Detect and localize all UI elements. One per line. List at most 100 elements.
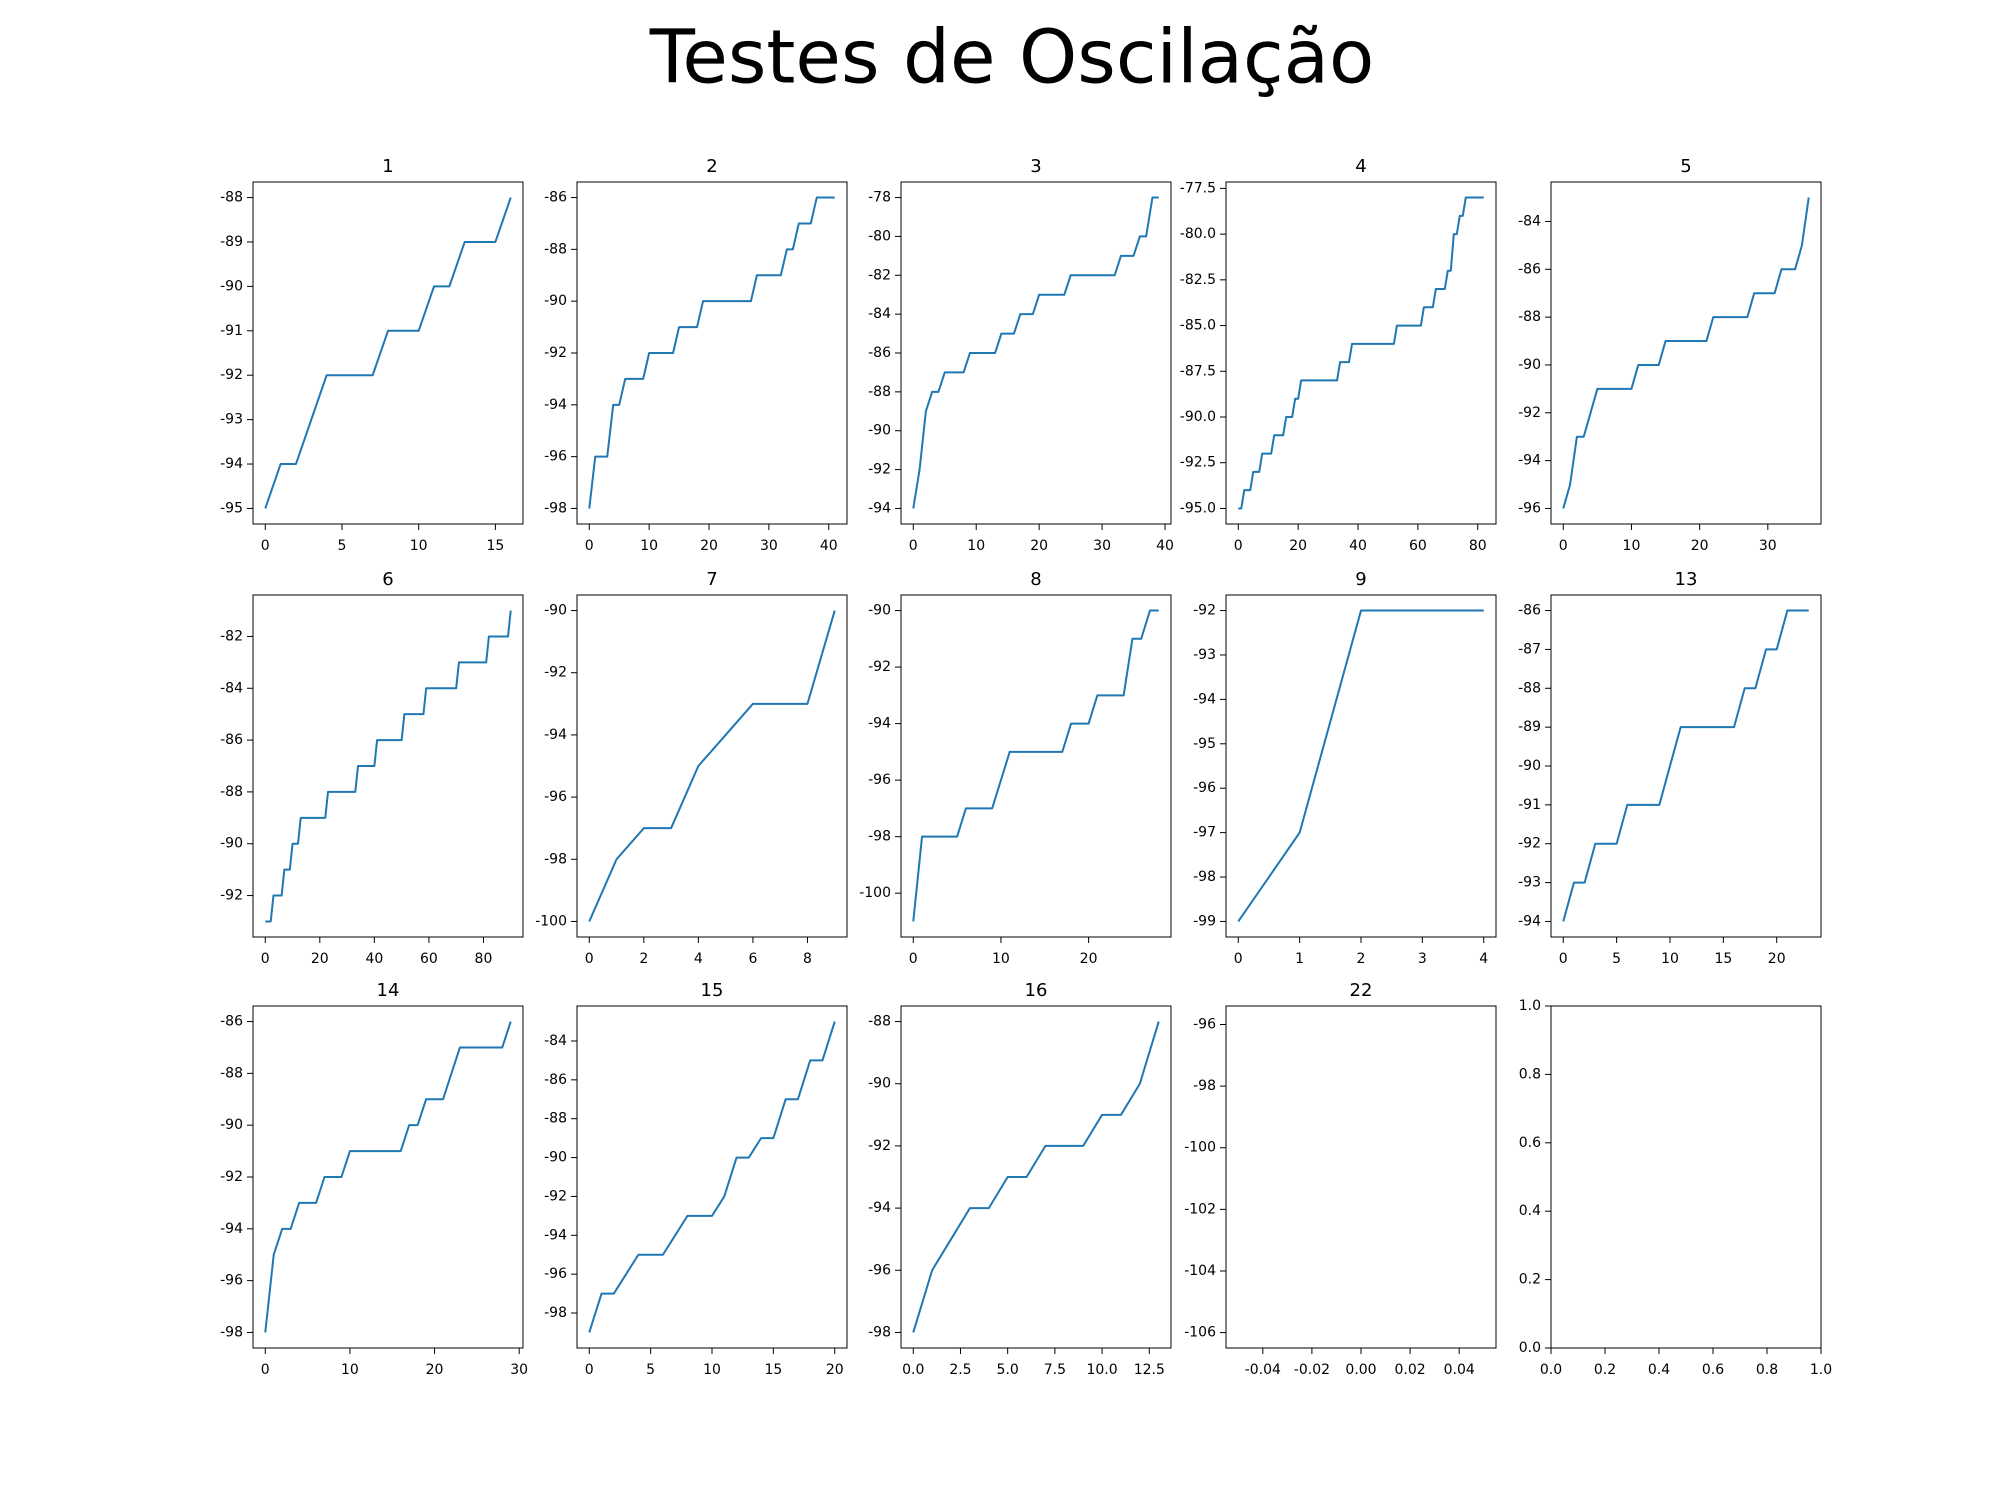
x-tick-label: 0.04 [1444, 1362, 1475, 1378]
y-tick-label: -94 [544, 727, 567, 743]
y-tick-label: -95 [220, 500, 243, 516]
x-tick-label: -0.04 [1245, 1362, 1281, 1378]
subplot-title: 5 [1680, 156, 1691, 177]
x-tick-label: 80 [475, 951, 493, 967]
data-line [912, 1021, 1160, 1333]
x-tick-label: 0.02 [1395, 1362, 1426, 1378]
y-tick-label: -98 [1193, 869, 1216, 885]
x-tick-label: 0 [1234, 538, 1243, 554]
y-tick-label: -92 [1193, 603, 1216, 619]
x-tick-label: 40 [1156, 538, 1174, 554]
y-tick-label: -96 [544, 1266, 567, 1282]
y-tick-label: -92 [544, 345, 567, 361]
subplot-title: 22 [1350, 980, 1373, 1001]
y-tick-label: -87 [1518, 641, 1541, 657]
x-tick-label: 10 [967, 538, 985, 554]
y-tick-label: -89 [220, 234, 243, 250]
subplot-title: 4 [1355, 156, 1366, 177]
data-line [588, 196, 835, 509]
axes-frame [252, 1005, 524, 1349]
y-tick-label: -90 [544, 603, 567, 619]
x-tick-label: 4 [694, 951, 703, 967]
y-tick-label: -90 [544, 293, 567, 309]
x-tick-label: 20 [426, 1362, 444, 1378]
data-line [1562, 197, 1810, 509]
x-tick-label: 3 [1418, 951, 1427, 967]
y-tick-label: -98 [220, 1324, 243, 1340]
y-tick-label: -92 [220, 367, 243, 383]
x-tick-label: 20 [1289, 538, 1307, 554]
axes-frame [252, 181, 524, 525]
x-tick-label: 8 [803, 951, 812, 967]
x-tick-label: 10 [640, 538, 658, 554]
y-tick-label: -86 [220, 1014, 243, 1030]
y-tick-label: -93 [220, 412, 243, 428]
subplot-title: 15 [701, 980, 724, 1001]
y-tick-label: 0.8 [1519, 1066, 1541, 1082]
x-tick-label: 20 [826, 1362, 844, 1378]
y-tick-label: -104 [1184, 1263, 1216, 1279]
y-tick-label: -84 [868, 306, 891, 322]
y-tick-label: -88 [868, 1014, 891, 1030]
y-tick-label: -90.0 [1180, 409, 1216, 425]
figure-title: Testes de Oscilação [649, 15, 1375, 101]
y-tick-label: 0.0 [1519, 1340, 1541, 1356]
x-tick-label: 5 [1612, 951, 1621, 967]
x-tick-label: 0.8 [1756, 1362, 1778, 1378]
subplot-title: 1 [382, 156, 393, 177]
data-line [588, 1021, 836, 1333]
y-tick-label: -88 [1518, 680, 1541, 696]
y-tick-label: -88 [544, 241, 567, 257]
x-tick-label: 4 [1479, 951, 1488, 967]
y-tick-label: -92 [868, 1138, 891, 1154]
x-tick-label: 5 [646, 1362, 655, 1378]
y-tick-label: -88 [868, 384, 891, 400]
data-line [588, 610, 836, 922]
y-tick-label: -90 [868, 1076, 891, 1092]
x-tick-label: 2.5 [949, 1362, 971, 1378]
y-tick-label: -82.5 [1180, 272, 1216, 288]
x-tick-label: 0 [261, 538, 270, 554]
y-tick-label: -96 [868, 772, 891, 788]
y-tick-label: -98 [868, 1324, 891, 1340]
y-tick-label: -96 [1193, 780, 1216, 796]
y-tick-label: -90 [868, 603, 891, 619]
y-tick-label: -92 [220, 1169, 243, 1185]
y-tick-label: -90 [220, 836, 243, 852]
x-tick-label: 0 [909, 951, 918, 967]
x-tick-label: 0 [1234, 951, 1243, 967]
data-line [1238, 196, 1484, 510]
x-tick-label: 10 [703, 1362, 721, 1378]
y-tick-label: -94 [868, 1200, 891, 1216]
x-tick-label: 0 [1559, 538, 1568, 554]
axes-frame [576, 181, 848, 525]
data-line [1562, 609, 1809, 922]
x-tick-label: 0.4 [1648, 1362, 1670, 1378]
y-tick-label: -88 [220, 190, 243, 206]
data-line [912, 196, 1159, 509]
subplot-title: 3 [1030, 156, 1041, 177]
axes-frame [900, 181, 1172, 525]
x-tick-label: 12.5 [1134, 1362, 1165, 1378]
y-tick-label: -91 [220, 323, 243, 339]
y-tick-label: -85.0 [1180, 318, 1216, 334]
y-tick-label: -94 [868, 500, 891, 516]
y-tick-label: -98 [544, 500, 567, 516]
data-line [912, 609, 1159, 922]
y-tick-label: -96 [544, 449, 567, 465]
y-tick-label: -80.0 [1180, 226, 1216, 242]
x-tick-label: 20 [1768, 951, 1786, 967]
y-tick-label: -98 [1193, 1078, 1216, 1094]
y-tick-label: -96 [1518, 500, 1541, 516]
y-tick-label: -88 [220, 1065, 243, 1081]
y-tick-label: -92.5 [1180, 455, 1216, 471]
y-tick-label: -92 [220, 888, 243, 904]
data-line [265, 610, 512, 923]
subplot-title: 7 [706, 569, 717, 590]
subplot-title: 13 [1675, 569, 1698, 590]
y-tick-label: -86 [544, 190, 567, 206]
y-tick-label: -93 [1518, 875, 1541, 891]
axes-frame [1550, 181, 1822, 525]
